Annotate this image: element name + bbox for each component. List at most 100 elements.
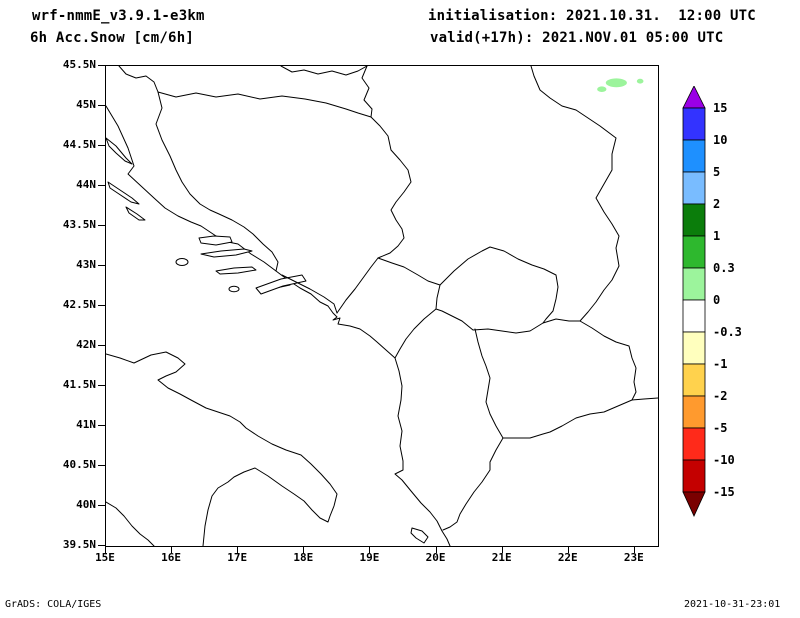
x-tick-mark: [303, 546, 305, 553]
x-tick-mark: [501, 546, 503, 553]
island-corfu: [410, 527, 429, 544]
x-tick-mark: [435, 546, 437, 553]
y-tick-label: 41.5N: [62, 378, 96, 391]
y-tick-mark: [98, 385, 105, 386]
x-tick-mark: [105, 546, 106, 553]
colorbar-legend: 15 10 5 2 1 0.3 0 -0.3 -1 -2 -5 -10 -15: [681, 85, 756, 531]
island-hvar: [200, 248, 253, 258]
island-brac: [198, 235, 233, 246]
valid-time-label: valid(+17h): 2021.NOV.01 05:00 UTC: [430, 30, 724, 46]
x-tick-label: 18E: [293, 551, 314, 564]
colorbar-level-label: -0.3: [713, 325, 742, 339]
border-serbia-macedonia: [542, 318, 581, 324]
colorbar-level-label: 0.3: [713, 261, 735, 275]
y-tick-mark: [98, 105, 105, 106]
y-tick-label: 44.5N: [62, 138, 96, 151]
x-tick-mark: [171, 546, 173, 553]
island-kornati: [125, 206, 146, 221]
border-bosnia-serbia-drina: [370, 116, 412, 259]
colorbar-level-label: 0: [713, 293, 720, 307]
colorbar-arrow-top: [682, 85, 706, 109]
border-croatia-serbia-danube: [361, 66, 373, 118]
colorbar-segment: [682, 299, 706, 333]
colorbar-segment: [682, 427, 706, 461]
border-montenegro-albania: [394, 308, 437, 359]
island-lastovo: [228, 285, 240, 293]
border-macedonia-bulgaria: [579, 320, 637, 401]
x-tick-label: 22E: [557, 551, 578, 564]
y-tick-mark: [98, 65, 105, 66]
colorbar-segment: [682, 203, 706, 237]
island-korcula: [215, 266, 257, 275]
y-tick-label: 40N: [76, 498, 96, 511]
colorbar-segment: [682, 331, 706, 365]
colorbar-arrow-bottom: [682, 491, 706, 517]
border-bosnia-sava-north: [157, 91, 372, 118]
x-tick-label: 16E: [161, 551, 182, 564]
coastline-adriatic-east: [106, 105, 451, 546]
map-plot-area: [105, 65, 659, 547]
x-tick-mark: [633, 546, 635, 553]
coastline-italy-adriatic: [106, 351, 338, 546]
y-tick-label: 42N: [76, 338, 96, 351]
x-tick-label: 17E: [227, 551, 248, 564]
colorbar-segment: [682, 139, 706, 173]
colorbar-level-label: 5: [713, 165, 720, 179]
x-tick-label: 19E: [359, 551, 380, 564]
y-tick-mark: [98, 545, 105, 546]
plot-timestamp: 2021-10-31-23:01: [684, 599, 781, 610]
y-tick-mark: [98, 305, 105, 306]
y-tick-mark: [98, 465, 105, 466]
y-tick-label: 39.5N: [62, 538, 96, 551]
colorbar-segment: [682, 395, 706, 429]
snow-shaded-area: [597, 86, 607, 92]
colorbar-segment: [682, 235, 706, 269]
y-tick-label: 45N: [76, 98, 96, 111]
border-croatia-bosnia-south: [281, 274, 338, 314]
y-tick-mark: [98, 505, 105, 506]
y-tick-label: 43.5N: [62, 218, 96, 231]
colorbar-level-label: -1: [713, 357, 727, 371]
border-macedonia-greece: [502, 399, 633, 439]
border-croatia-bosnia-west: [155, 91, 279, 272]
colorbar-segment: [682, 459, 706, 493]
y-tick-mark: [98, 425, 105, 426]
x-tick-mark: [369, 546, 371, 553]
initialisation-time-label: initialisation: 2021.10.31. 12:00 UTC: [428, 8, 756, 24]
island-vis: [175, 258, 189, 266]
coastline-italy-tyrrhenian: [106, 501, 155, 546]
colorbar-level-label: 2: [713, 197, 720, 211]
y-tick-mark: [98, 265, 105, 266]
colorbar-segment: [682, 363, 706, 397]
colorbar-segment: [682, 267, 706, 301]
colorbar-segment: [682, 171, 706, 205]
peljesac-peninsula: [255, 274, 307, 295]
colorbar-segment: [682, 107, 706, 141]
balkans-map: [106, 66, 658, 546]
y-tick-label: 45.5N: [62, 58, 96, 71]
border-bosnia-montenegro: [336, 257, 379, 314]
colorbar-level-label: 1: [713, 229, 720, 243]
border-croatia-hungary: [280, 66, 368, 76]
y-tick-label: 42.5N: [62, 298, 96, 311]
x-tick-mark: [237, 546, 239, 553]
colorbar-level-label: 10: [713, 133, 727, 147]
colorbar-level-label: 15: [713, 101, 727, 115]
y-tick-mark: [98, 345, 105, 346]
x-tick-label: 15E: [95, 551, 115, 564]
border-kosovo: [435, 246, 559, 334]
snow-shading-layer: [597, 78, 644, 92]
border-macedonia-albania: [474, 328, 504, 439]
y-tick-label: 40.5N: [62, 458, 96, 471]
snow-shaded-area: [636, 78, 644, 84]
border-croatia-slovenia: [118, 66, 159, 93]
x-tick-label: 23E: [623, 551, 644, 564]
border-montenegro-serbia: [377, 257, 441, 286]
border-bulgaria-greece: [631, 397, 658, 401]
island-pag: [106, 137, 133, 165]
border-serbia-romania-bulgaria: [530, 66, 620, 322]
island-dugi-otok: [107, 181, 140, 205]
x-tick-label: 21E: [491, 551, 512, 564]
colorbar-level-label: -2: [713, 389, 727, 403]
colorbar-level-label: -15: [713, 485, 735, 499]
